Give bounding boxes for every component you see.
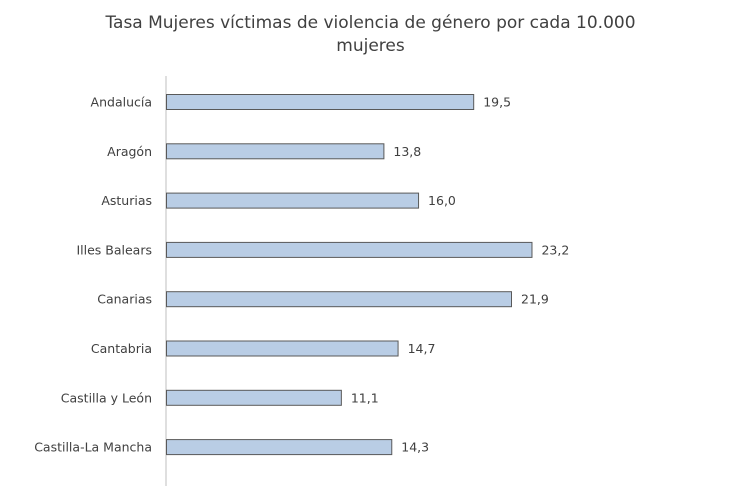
- bar-3: [166, 241, 533, 258]
- value-label-7: 14,3: [401, 440, 429, 455]
- category-label-0: Andalucía: [91, 95, 152, 110]
- bar-6: [166, 389, 342, 406]
- bar-2: [166, 192, 420, 209]
- chart-title-line-1: Tasa Mujeres víctimas de violencia de gé…: [105, 13, 636, 33]
- chart-title-line-2: mujeres: [336, 36, 405, 56]
- bar-4: [166, 291, 512, 308]
- category-label-2: Asturias: [101, 193, 152, 208]
- value-label-0: 19,5: [483, 95, 511, 110]
- bars-group: [166, 94, 533, 456]
- value-label-3: 23,2: [541, 242, 569, 257]
- bar-7: [166, 439, 393, 456]
- category-label-3: Illes Balears: [76, 242, 152, 257]
- value-label-6: 11,1: [351, 390, 379, 405]
- bar-1: [166, 143, 385, 160]
- value-label-1: 13,8: [393, 144, 421, 159]
- bar-5: [166, 340, 399, 357]
- value-label-4: 21,9: [521, 292, 549, 307]
- value-labels-group: 19,5 13,8 16,0 23,2 21,9 14,7 11,1 14,3: [351, 95, 569, 455]
- bar-0: [166, 94, 475, 110]
- category-label-6: Castilla y León: [61, 390, 152, 405]
- category-label-5: Cantabria: [91, 341, 152, 356]
- category-label-7: Castilla-La Mancha: [34, 440, 152, 455]
- category-label-1: Aragón: [107, 144, 152, 159]
- value-label-5: 14,7: [408, 341, 436, 356]
- chart-title: Tasa Mujeres víctimas de violencia de gé…: [0, 12, 741, 58]
- value-label-2: 16,0: [428, 193, 456, 208]
- category-label-4: Canarias: [97, 292, 152, 307]
- category-labels-group: Andalucía Aragón Asturias Illes Balears Cana…: [34, 95, 152, 455]
